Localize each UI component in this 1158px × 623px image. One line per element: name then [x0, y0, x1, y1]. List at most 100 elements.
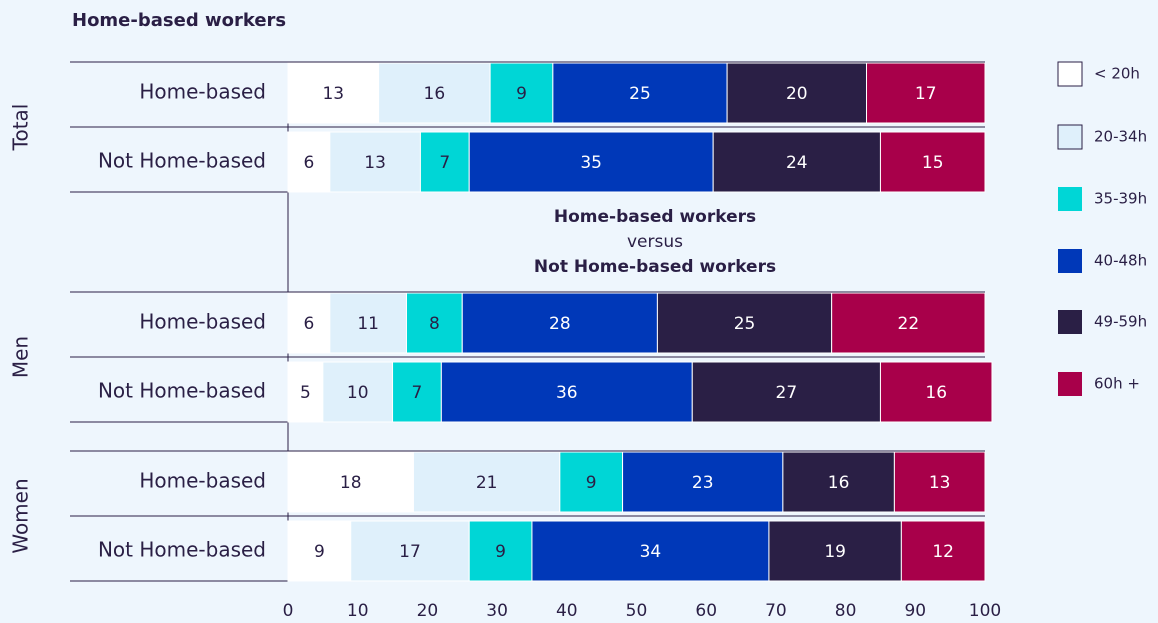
- value-label: 35: [580, 153, 602, 173]
- bar-segment: [412, 451, 561, 513]
- bar-segment: [350, 520, 470, 582]
- x-tick-label: 70: [765, 601, 787, 621]
- value-label: 6: [303, 314, 314, 334]
- legend-swatch: [1058, 310, 1082, 334]
- value-label: 17: [915, 84, 937, 104]
- bar-segment: [768, 520, 902, 582]
- bar-segment: [378, 62, 491, 124]
- value-label: 27: [776, 383, 798, 403]
- x-tick-label: 60: [695, 601, 717, 621]
- value-label: 13: [364, 153, 386, 173]
- value-label: 6: [303, 153, 314, 173]
- bar-segment: [287, 131, 331, 193]
- x-tick-label: 30: [486, 601, 508, 621]
- bar-segment: [322, 361, 394, 423]
- bar-segment: [287, 292, 331, 354]
- value-label: 17: [399, 542, 421, 562]
- x-tick-label: 0: [283, 601, 294, 621]
- legend-swatch: [1058, 372, 1082, 396]
- x-tick-label: 50: [626, 601, 648, 621]
- annotation: versus: [627, 232, 683, 252]
- bar-segment: [900, 520, 986, 582]
- category-label: Home-based: [139, 80, 266, 104]
- legend-swatch: [1057, 124, 1083, 150]
- value-label: 34: [640, 542, 662, 562]
- bar-segment: [468, 520, 533, 582]
- legend-swatch: [1058, 249, 1082, 273]
- value-label: 16: [925, 383, 947, 403]
- value-label: 9: [586, 473, 597, 493]
- value-label: 5: [300, 383, 311, 403]
- bar-segment: [489, 62, 554, 124]
- value-label: 7: [439, 153, 450, 173]
- value-label: 25: [629, 84, 651, 104]
- legend-label: 20-34h: [1094, 128, 1147, 146]
- bar-segment: [866, 62, 986, 124]
- bar-segment: [831, 292, 986, 354]
- bar-segment: [622, 451, 784, 513]
- value-label: 10: [347, 383, 369, 403]
- bar-segment: [287, 451, 414, 513]
- bar-segment: [879, 131, 986, 193]
- group-label: Men: [9, 336, 33, 378]
- value-label: 7: [412, 383, 423, 403]
- bar-segment: [440, 361, 693, 423]
- value-label: 23: [692, 473, 714, 493]
- legend-swatch: [1058, 187, 1082, 211]
- bar-segment: [656, 292, 833, 354]
- bar-segment: [893, 451, 986, 513]
- legend-swatch: [1057, 61, 1083, 87]
- value-label: 16: [424, 84, 446, 104]
- bar-segment: [419, 131, 470, 193]
- value-label: 24: [786, 153, 808, 173]
- bar-segment: [287, 520, 352, 582]
- annotation: Not Home-based workers: [534, 257, 776, 277]
- category-label: Not Home-based: [98, 149, 266, 173]
- legend-label: 35-39h: [1094, 190, 1147, 208]
- value-label: 28: [549, 314, 571, 334]
- bar-segment: [287, 361, 324, 423]
- bar-segment: [461, 292, 658, 354]
- value-label: 20: [786, 84, 808, 104]
- group-label: Total: [9, 104, 33, 152]
- category-label: Not Home-based: [98, 379, 266, 403]
- legend-label: 49-59h: [1094, 313, 1147, 331]
- value-label: 11: [357, 314, 379, 334]
- bar-segment: [552, 62, 728, 124]
- legend-label: 60h +: [1094, 375, 1140, 393]
- annotation: Home-based workers: [554, 207, 756, 227]
- x-tick-label: 80: [835, 601, 857, 621]
- value-label: 19: [824, 542, 846, 562]
- value-label: 13: [322, 84, 344, 104]
- value-label: 36: [556, 383, 578, 403]
- x-tick-label: 20: [417, 601, 439, 621]
- legend-label: 40-48h: [1094, 252, 1147, 270]
- bar-segment: [468, 131, 714, 193]
- chart-title: Home-based workers: [72, 10, 286, 31]
- value-label: 13: [929, 473, 951, 493]
- bar-segment: [531, 520, 770, 582]
- legend-label: < 20h: [1094, 65, 1140, 83]
- x-tick-label: 100: [969, 601, 1001, 621]
- category-label: Home-based: [139, 310, 266, 334]
- value-label: 18: [340, 473, 362, 493]
- category-label: Not Home-based: [98, 538, 266, 562]
- value-label: 22: [898, 314, 920, 334]
- group-label: Women: [9, 478, 33, 553]
- bar-segment: [726, 62, 868, 124]
- value-label: 9: [495, 542, 506, 562]
- value-label: 9: [314, 542, 325, 562]
- x-tick-label: 90: [904, 601, 926, 621]
- x-tick-label: 10: [347, 601, 369, 621]
- x-tick-label: 40: [556, 601, 578, 621]
- bar-segment: [329, 292, 407, 354]
- value-label: 8: [429, 314, 440, 334]
- bar-segment: [879, 361, 993, 423]
- value-label: 16: [828, 473, 850, 493]
- value-label: 12: [932, 542, 954, 562]
- bar-segment: [712, 131, 881, 193]
- value-label: 15: [922, 153, 944, 173]
- value-label: 21: [476, 473, 498, 493]
- category-label: Home-based: [139, 469, 266, 493]
